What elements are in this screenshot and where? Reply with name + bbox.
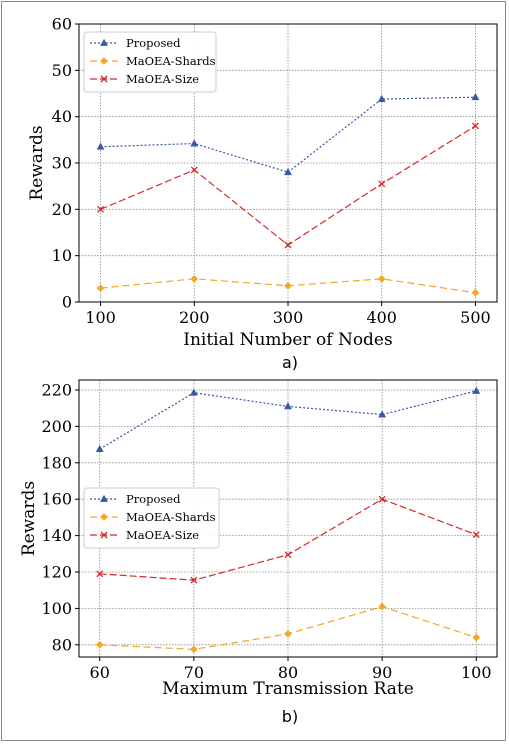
data-point [377, 275, 386, 283]
x-tick-label: 100 [85, 308, 116, 327]
legend-box [83, 487, 220, 549]
data-point [96, 570, 104, 578]
y-tick-label: 0 [62, 293, 72, 312]
y-tick-label: 50 [52, 61, 72, 80]
legend-label: MaOEA-Size [126, 528, 199, 542]
series-line [100, 96, 476, 173]
y-axis-label: Rewards [19, 481, 39, 556]
series-maoea-size [97, 122, 479, 249]
data-point [378, 602, 386, 611]
data-point [378, 495, 386, 503]
y-tick-label: 180 [41, 453, 72, 472]
x-tick-label: 70 [184, 663, 204, 682]
subfigure-caption: a) [282, 353, 298, 372]
y-tick-label: 10 [52, 246, 72, 265]
data-point [471, 122, 479, 130]
legend-marker [100, 75, 108, 83]
x-axis-label: Maximum Transmission Rate [162, 679, 414, 699]
legend-label: MaOEA-Size [126, 72, 199, 86]
legend-marker [100, 57, 108, 65]
y-tick-label: 220 [41, 381, 72, 400]
data-point [284, 402, 292, 410]
x-axis-label: Initial Number of Nodes [183, 330, 392, 350]
chart-b: 60 70 80 90 100 80 100 120 140 160 180 200 220 Maximu… [19, 379, 498, 726]
series-line [99, 605, 477, 650]
series-proposed [95, 386, 481, 453]
x-tick-label: 100 [461, 663, 492, 682]
x-tick-label: 300 [273, 308, 304, 327]
data-point [190, 275, 199, 283]
legend-label: Proposed [126, 492, 181, 506]
series-line [100, 125, 476, 246]
data-point [97, 205, 105, 213]
legend-marker [100, 513, 108, 521]
subfigure-caption: b) [282, 707, 298, 726]
legend: Proposed MaOEA-Shards MaOEA-Size [83, 487, 220, 549]
y-tick-label: 80 [52, 635, 72, 654]
data-point [190, 139, 199, 147]
data-point [378, 180, 386, 188]
data-point [96, 284, 105, 292]
legend-marker [100, 531, 108, 539]
series-maoea-shards [96, 275, 480, 297]
data-point [96, 142, 105, 150]
y-tick-label: 140 [41, 526, 72, 545]
data-point [284, 168, 292, 176]
data-point [190, 576, 198, 584]
data-point [284, 241, 292, 249]
series-proposed [96, 92, 480, 176]
data-point [95, 640, 104, 649]
x-tick-label: 400 [366, 308, 397, 327]
y-tick-label: 120 [41, 563, 72, 582]
x-tick-label: 60 [90, 663, 110, 682]
data-point [284, 281, 292, 290]
legend-marker [100, 38, 108, 46]
data-point [471, 92, 480, 101]
data-point [284, 551, 292, 559]
data-point [472, 531, 480, 539]
legend-label: MaOEA-Shards [126, 54, 216, 68]
data-point [377, 94, 386, 102]
chart-a: 100 200 300 400 500 0 10 20 30 40 50 60 Initial Numb… [27, 15, 498, 372]
series-maoea-size [96, 495, 480, 584]
y-tick-label: 160 [41, 490, 72, 509]
y-tick-label: 100 [41, 599, 72, 618]
x-tick-label: 200 [179, 308, 210, 327]
y-tick-label: 30 [52, 154, 72, 173]
x-tick-label: 80 [278, 663, 298, 682]
legend-label: MaOEA-Shards [126, 510, 216, 524]
data-point [472, 633, 481, 642]
data-point [378, 410, 387, 418]
data-point [190, 166, 198, 174]
series-maoea-shards [95, 602, 481, 654]
data-point [95, 444, 104, 453]
y-tick-label: 60 [52, 15, 72, 34]
data-point [472, 386, 481, 394]
x-tick-label: 500 [460, 308, 491, 327]
data-point [189, 388, 198, 396]
y-tick-label: 20 [52, 200, 72, 219]
y-tick-label: 40 [52, 107, 72, 126]
data-point [471, 288, 480, 297]
y-axis-label: Rewards [27, 125, 47, 200]
data-point [190, 645, 198, 654]
legend-box [83, 31, 217, 93]
legend-marker [100, 494, 108, 502]
y-tick-label: 200 [41, 417, 72, 436]
legend: Proposed MaOEA-Shards MaOEA-Size [83, 31, 217, 93]
legend-label: Proposed [126, 36, 181, 50]
data-point [284, 630, 292, 638]
x-tick-label: 90 [372, 663, 392, 682]
